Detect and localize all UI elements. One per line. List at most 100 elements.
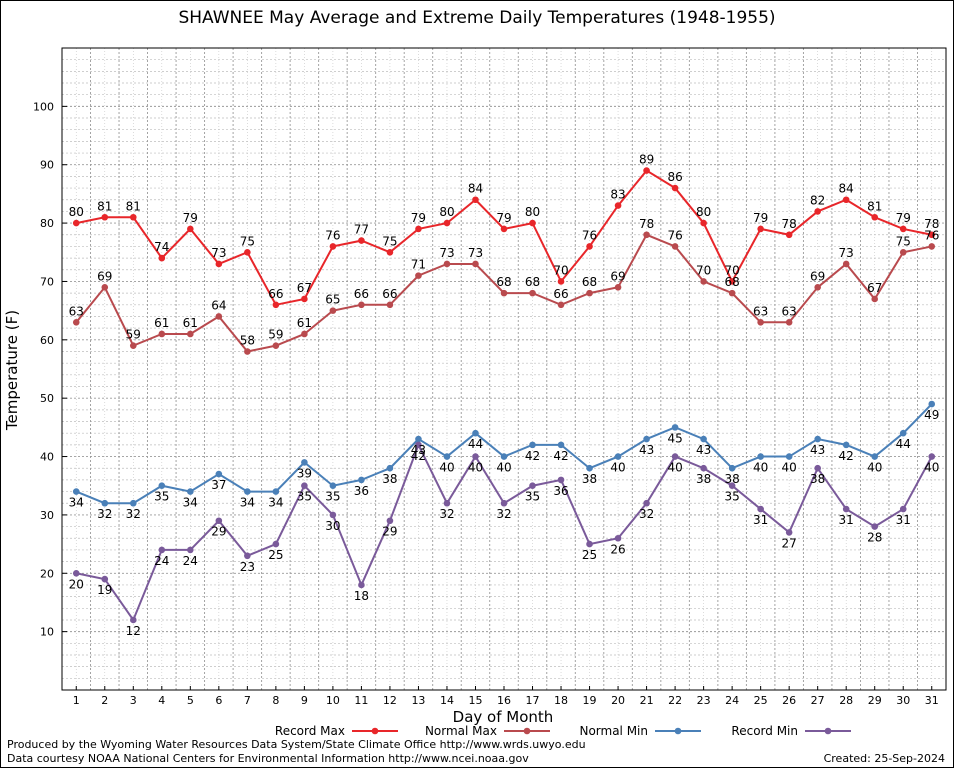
record-max-point xyxy=(871,213,879,221)
record-min-point xyxy=(842,505,850,513)
footer-created: Created: 25-Sep-2024 xyxy=(823,752,945,765)
record-min-data-label: 35 xyxy=(525,490,540,504)
record-max-point xyxy=(215,260,223,268)
x-tick-label: 4 xyxy=(158,694,165,707)
record-max-data-label: 79 xyxy=(896,211,911,225)
normal-min-point xyxy=(472,429,479,437)
footer-produced-by: Produced by the Wyoming Water Resources … xyxy=(7,738,586,751)
normal-max-data-label: 61 xyxy=(297,316,312,330)
normal-min-point xyxy=(443,453,451,460)
record-max-point xyxy=(586,243,593,250)
record-min-point xyxy=(500,499,508,507)
normal-max-point xyxy=(329,307,337,314)
normal-min-data-label: 42 xyxy=(839,449,854,463)
normal-min-point xyxy=(899,429,907,437)
normal-max-point xyxy=(728,289,736,297)
x-tick-label: 13 xyxy=(411,694,425,707)
x-tick-label: 3 xyxy=(130,694,137,707)
record-max-point xyxy=(728,278,736,285)
record-min-data-label: 42 xyxy=(411,449,426,463)
normal-max-data-label: 64 xyxy=(211,298,226,312)
record-min-data-label: 32 xyxy=(496,507,511,521)
series xyxy=(72,167,936,624)
normal-min-data-label: 44 xyxy=(468,437,483,451)
record-max-data-label: 76 xyxy=(325,228,340,242)
normal-max-data-label: 63 xyxy=(782,304,797,318)
normal-max-point xyxy=(700,278,707,285)
record-min-data-label: 29 xyxy=(211,525,226,539)
normal-max-data-label: 69 xyxy=(610,269,625,283)
record-max-point xyxy=(272,301,280,309)
y-tick-label: 70 xyxy=(40,275,54,288)
normal-min-point xyxy=(187,488,194,495)
record-max-data-label: 81 xyxy=(97,199,112,213)
record-min-data-label: 23 xyxy=(240,560,255,574)
x-tick-label: 25 xyxy=(754,694,768,707)
normal-min-data-label: 40 xyxy=(439,461,454,475)
normal-min-data-label: 34 xyxy=(69,496,84,510)
record-min-data-label: 40 xyxy=(468,461,483,475)
x-tick-label: 28 xyxy=(839,694,853,707)
record-min-point xyxy=(472,453,479,460)
legend-label-normal-max: Normal Max xyxy=(425,724,497,738)
record-max-point xyxy=(928,231,936,239)
record-max-data-label: 79 xyxy=(183,211,198,225)
normal-max-data-label: 67 xyxy=(867,281,882,295)
normal-max-point xyxy=(842,260,850,268)
record-max-data-label: 67 xyxy=(297,281,312,295)
normal-max-point xyxy=(358,301,365,309)
record-min-point xyxy=(215,517,223,525)
x-tick-label: 29 xyxy=(868,694,882,707)
record-min-data-label: 27 xyxy=(782,536,797,550)
y-tick-label: 20 xyxy=(40,567,54,580)
record-min-data-label: 24 xyxy=(154,554,169,568)
record-max-data-label: 76 xyxy=(582,228,597,242)
normal-min-point xyxy=(842,441,850,449)
normal-min-point xyxy=(529,441,536,449)
normal-min-point xyxy=(301,459,308,466)
normal-min-data-label: 40 xyxy=(753,461,768,475)
normal-max-data-label: 73 xyxy=(439,246,454,260)
normal-max-point xyxy=(101,283,109,291)
normal-max-data-label: 65 xyxy=(325,293,340,307)
record-min-data-label: 36 xyxy=(553,484,568,498)
x-tick-label: 10 xyxy=(326,694,340,707)
normal-min-point xyxy=(272,488,280,495)
record-max-point xyxy=(814,208,821,215)
record-max-point xyxy=(244,248,251,256)
x-tick-label: 7 xyxy=(244,694,251,707)
normal-max-data-label: 68 xyxy=(724,275,739,289)
y-tick-label: 80 xyxy=(40,217,54,230)
record-max-point xyxy=(386,248,394,256)
record-max-data-label: 80 xyxy=(69,205,84,219)
legend: Record Max Normal Max Normal Min Record Min xyxy=(275,724,851,738)
normal-min-data-label: 36 xyxy=(354,484,369,498)
normal-max-point xyxy=(614,283,622,291)
normal-min-point xyxy=(757,453,764,460)
record-min-point xyxy=(272,540,280,548)
record-max-data-label: 75 xyxy=(382,234,397,248)
y-tick-label: 60 xyxy=(40,334,54,347)
record-max-point xyxy=(785,231,793,239)
normal-min-point xyxy=(643,435,650,443)
normal-min-data-label: 38 xyxy=(724,472,739,486)
record-max-point xyxy=(158,254,166,262)
normal-min-data-label: 40 xyxy=(782,461,797,475)
x-tick-label: 6 xyxy=(215,694,222,707)
normal-max-point xyxy=(386,301,394,309)
grid xyxy=(62,48,946,690)
record-max-point xyxy=(614,202,622,209)
x-tick-label: 17 xyxy=(526,694,540,707)
normal-max-point xyxy=(215,313,223,320)
normal-min-data-label: 32 xyxy=(97,507,112,521)
record-max-data-label: 80 xyxy=(525,205,540,219)
normal-max-data-label: 73 xyxy=(468,246,483,260)
normal-max-point xyxy=(472,260,479,268)
normal-min-point xyxy=(129,499,137,507)
record-min-point xyxy=(158,546,166,554)
record-max-point xyxy=(557,278,565,285)
record-min-point xyxy=(443,499,451,507)
record-max-data-label: 84 xyxy=(468,182,483,196)
normal-max-point xyxy=(500,289,508,297)
